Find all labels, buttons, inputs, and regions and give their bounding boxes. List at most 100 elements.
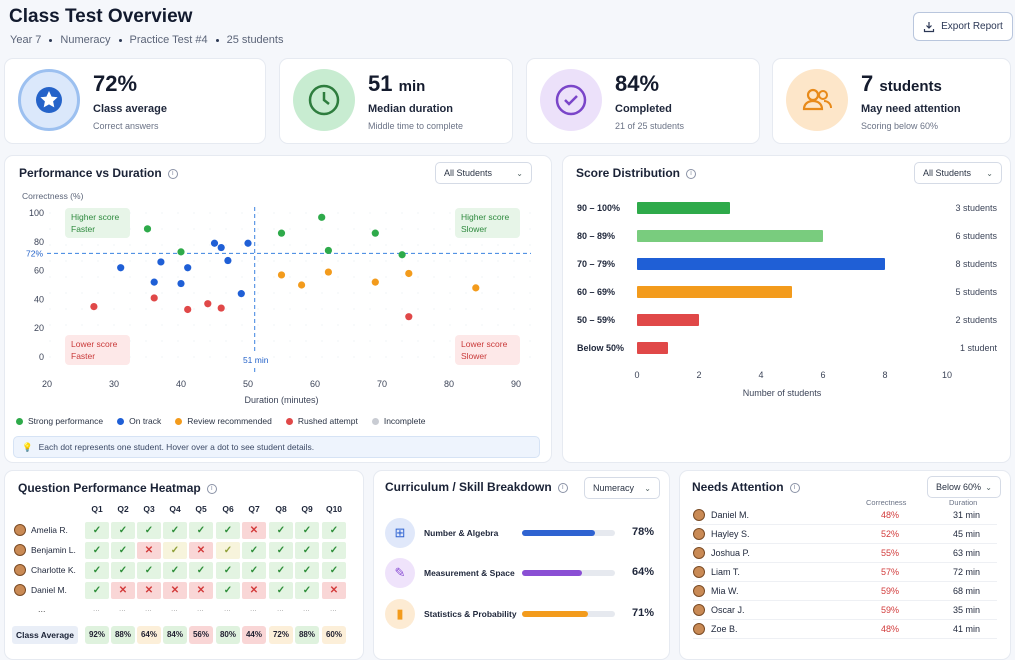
quadrant-label: Lower score <box>71 339 118 349</box>
heatmap-cell[interactable]: ✓ <box>85 582 109 599</box>
quadrant-badge <box>65 335 130 365</box>
skill-row[interactable]: ⊞ Number & Algebra 78% <box>385 518 665 548</box>
median-duration-label-bg <box>238 353 273 366</box>
skill-row[interactable]: ▮ Statistics & Probability 71% <box>385 599 665 629</box>
heatmap-cell[interactable]: ✓ <box>163 522 187 539</box>
heatmap-cell[interactable]: ✓ <box>242 562 266 579</box>
info-icon[interactable]: i <box>557 482 568 493</box>
attention-row[interactable]: Mia W. 59% 68 min <box>693 582 997 601</box>
heatmap-cell[interactable]: ✓ <box>189 522 213 539</box>
heatmap-cell[interactable]: ✓ <box>111 542 135 559</box>
x-tick-label: 90 <box>511 379 521 389</box>
grid-dot <box>417 228 419 230</box>
heatmap-cell[interactable]: ✓ <box>85 522 109 539</box>
grid-dot <box>417 244 419 246</box>
heatmap-cell[interactable]: ✓ <box>163 562 187 579</box>
score-distribution-chart[interactable]: 0 2 4 6 8 10 Number of students 90 – 100% 3 stud… <box>0 0 1015 410</box>
heatmap-cell[interactable]: ✕ <box>137 582 161 599</box>
heatmap-cell[interactable]: ✓ <box>322 562 346 579</box>
attention-row[interactable]: Joshua P. 55% 63 min <box>693 544 997 563</box>
filter-value: All Students <box>923 168 972 178</box>
performance-filter-dropdown[interactable]: All Students ⌄ <box>435 162 532 184</box>
grid-dot <box>177 340 179 342</box>
performance-scatter-chart[interactable]: Correctness (%) 0 20 40 60 80 100 20 30 40 50 60 70 8… <box>0 0 555 410</box>
grid-dot <box>113 308 115 310</box>
distribution-filter-dropdown[interactable]: All Students ⌄ <box>914 162 1002 184</box>
heatmap-cell[interactable]: ✓ <box>189 562 213 579</box>
grid-dot <box>273 356 275 358</box>
heatmap-cell[interactable]: ✓ <box>216 562 240 579</box>
heatmap-cell[interactable]: ✓ <box>242 542 266 559</box>
heatmap-cell[interactable]: ✓ <box>269 522 293 539</box>
heatmap-cell[interactable]: ✓ <box>85 562 109 579</box>
grid-dot <box>209 228 211 230</box>
heatmap-cell[interactable]: ✓ <box>295 542 319 559</box>
heatmap-cell[interactable]: ✓ <box>137 562 161 579</box>
grid-dot <box>497 276 499 278</box>
info-icon[interactable]: i <box>167 168 178 179</box>
info-icon[interactable]: i <box>206 483 217 494</box>
skill-row[interactable]: ✎ Measurement & Space 64% <box>385 558 665 588</box>
heatmap-cell[interactable]: ✓ <box>322 522 346 539</box>
heatmap-cell[interactable]: ✕ <box>242 522 266 539</box>
heatmap-cell[interactable]: ✓ <box>269 542 293 559</box>
export-report-button[interactable]: Export Report <box>913 12 1013 41</box>
grid-dot <box>65 276 67 278</box>
export-report-label: Export Report <box>941 21 1003 32</box>
heatmap-cell[interactable]: ✕ <box>163 582 187 599</box>
grid-dot <box>353 356 355 358</box>
heatmap-cell[interactable]: ✕ <box>137 542 161 559</box>
heatmap-cell[interactable]: ✕ <box>189 582 213 599</box>
heatmap-cell[interactable]: ✕ <box>189 542 213 559</box>
grid-dot <box>49 324 51 326</box>
info-icon[interactable]: i <box>686 168 697 179</box>
attention-filter-dropdown[interactable]: Below 60% ⌄ <box>927 476 1001 498</box>
student-duration: 45 min <box>952 529 980 539</box>
grid-dot <box>433 340 435 342</box>
grid-dot <box>177 276 179 278</box>
heatmap-cell[interactable]: ✓ <box>216 542 240 559</box>
heatmap-cell[interactable]: ✓ <box>295 562 319 579</box>
x-axis-label: Number of students <box>743 388 822 398</box>
grid-dot <box>289 276 291 278</box>
heatmap-cell[interactable]: ✓ <box>85 542 109 559</box>
grid-dot <box>401 308 403 310</box>
heatmap-cell[interactable]: ✕ <box>322 582 346 599</box>
heatmap-cell[interactable]: ✓ <box>111 522 135 539</box>
avatar <box>693 509 705 521</box>
heatmap-cell[interactable]: ✓ <box>216 582 240 599</box>
student-dot <box>177 279 185 288</box>
attention-row[interactable]: Oscar J. 59% 35 min <box>693 601 997 620</box>
quadrant-label: Higher score <box>461 212 509 222</box>
grid-dot <box>177 212 179 214</box>
heatmap-cell[interactable]: ✓ <box>322 542 346 559</box>
grid-dot <box>257 340 259 342</box>
heatmap-cell[interactable]: ✓ <box>216 522 240 539</box>
grid-dot <box>449 212 451 214</box>
heatmap-cell[interactable]: ✕ <box>242 582 266 599</box>
student-dot <box>184 264 192 272</box>
heatmap-cell[interactable]: ✓ <box>295 582 319 599</box>
grid-dot <box>337 356 339 358</box>
question-header: Q4 <box>169 504 181 514</box>
info-icon[interactable]: i <box>789 482 800 493</box>
y-tick-label: 40 <box>34 294 44 304</box>
kpi-sub: Correct answers <box>93 121 159 131</box>
attention-row[interactable]: Liam T. 57% 72 min <box>693 563 997 582</box>
attention-row[interactable]: Zoe B. 48% 41 min <box>693 620 997 639</box>
heatmap-cell[interactable]: ✓ <box>295 522 319 539</box>
average-cell: 88% <box>111 626 135 644</box>
skills-filter-dropdown[interactable]: Numeracy ⌄ <box>584 477 660 499</box>
grid-dot <box>289 308 291 310</box>
heatmap-cell[interactable]: ✓ <box>137 522 161 539</box>
attention-row[interactable]: Daniel M. 48% 31 min <box>693 506 997 525</box>
heatmap-cell[interactable]: ✓ <box>163 542 187 559</box>
heatmap-cell[interactable]: ✓ <box>111 562 135 579</box>
heatmap-cell[interactable]: ✕ <box>111 582 135 599</box>
attention-row[interactable]: Hayley S. 52% 45 min <box>693 525 997 544</box>
page-title: Class Test Overview <box>9 6 193 27</box>
heatmap-cell[interactable]: ✓ <box>269 562 293 579</box>
heatmap-cell[interactable]: ✓ <box>269 582 293 599</box>
grid-dot <box>513 324 515 326</box>
quadrant-label: Faster <box>71 351 95 361</box>
